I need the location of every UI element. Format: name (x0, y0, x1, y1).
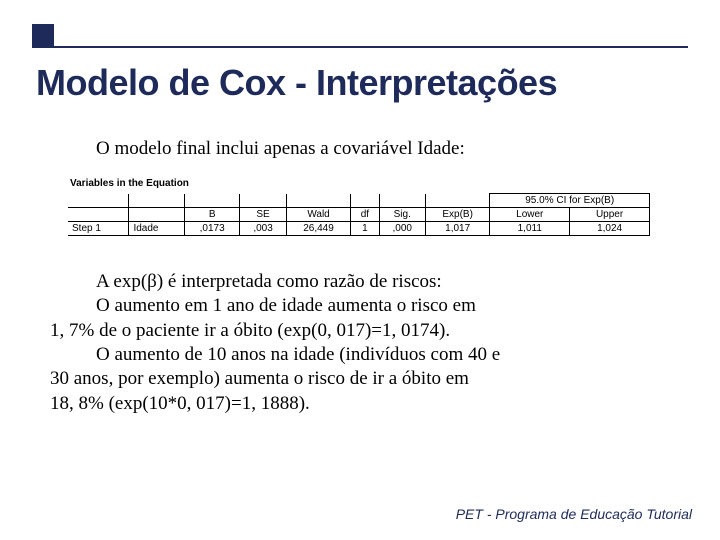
cell-var: Idade (129, 222, 184, 236)
col-expb: Exp(B) (425, 208, 489, 222)
slide-title: Modelo de Cox - Interpretações (36, 62, 557, 104)
para-2b: 1, 7% de o paciente ir a óbito (exp(0, 0… (50, 319, 670, 343)
para-3c: 18, 8% (exp(10*0, 017)=1, 1888). (50, 392, 670, 416)
col-upper: Upper (570, 208, 650, 222)
col-df: df (351, 208, 379, 222)
accent-line (32, 46, 688, 48)
ci-header: 95.0% CI for Exp(B) (490, 194, 650, 208)
stats-table-container: Variables in the Equation 95.0% CI for E… (68, 178, 650, 236)
accent-box (32, 24, 54, 46)
col-lower: Lower (490, 208, 570, 222)
footer-text: PET - Programa de Educação Tutorial (456, 506, 692, 522)
intro-text: O modelo final inclui apenas a covariáve… (96, 138, 465, 160)
col-blank2 (129, 208, 184, 222)
para-3b: 30 anos, por exemplo) aumenta o risco de… (50, 367, 670, 391)
cell-lower: 1,011 (490, 222, 570, 236)
para-1: A exp(β) é interpretada como razão de ri… (50, 270, 670, 294)
table-header-row-2: B SE Wald df Sig. Exp(B) Lower Upper (68, 208, 650, 222)
col-b: B (184, 208, 239, 222)
col-se: SE (240, 208, 286, 222)
para-2a: O aumento em 1 ano de idade aumenta o ri… (50, 294, 670, 318)
table-header-row-1: 95.0% CI for Exp(B) (68, 194, 650, 208)
col-sig: Sig. (379, 208, 425, 222)
col-blank1 (68, 208, 129, 222)
cell-se: ,003 (240, 222, 286, 236)
table-row: Step 1 Idade ,0173 ,003 26,449 1 ,000 1,… (68, 222, 650, 236)
cell-df: 1 (351, 222, 379, 236)
para-3a: O aumento de 10 anos na idade (indivíduo… (50, 343, 670, 367)
cell-b: ,0173 (184, 222, 239, 236)
body-text: A exp(β) é interpretada como razão de ri… (50, 270, 670, 416)
table-caption: Variables in the Equation (68, 178, 650, 189)
cell-step: Step 1 (68, 222, 129, 236)
cell-wald: 26,449 (286, 222, 351, 236)
col-wald: Wald (286, 208, 351, 222)
cell-upper: 1,024 (570, 222, 650, 236)
cell-sig: ,000 (379, 222, 425, 236)
cell-expb: 1,017 (425, 222, 489, 236)
stats-table: 95.0% CI for Exp(B) B SE Wald df Sig. Ex… (68, 193, 650, 236)
